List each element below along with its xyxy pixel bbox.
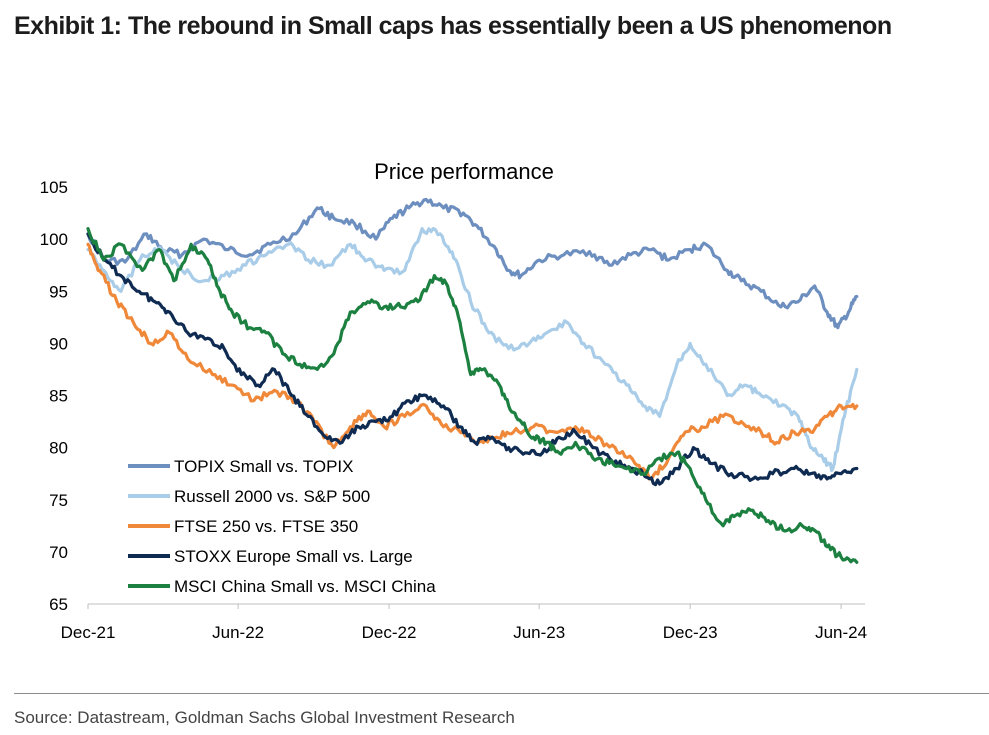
legend-label: MSCI China Small vs. MSCI China (174, 577, 436, 596)
y-tick-label: 70 (49, 543, 68, 562)
series-line (86, 227, 859, 564)
legend: TOPIX Small vs. TOPIX Russell 2000 vs. S&… (128, 457, 436, 596)
x-tick-label: Jun-23 (513, 623, 565, 642)
price-performance-chart: Price performance 65 70 75 80 85 90 95 100 105 D… (40, 159, 867, 642)
chart-title: Price performance (374, 159, 554, 184)
legend-label: TOPIX Small vs. TOPIX (174, 457, 354, 476)
y-tick-label: 65 (49, 595, 68, 614)
series-line (86, 226, 859, 473)
x-axis: Dec-21 Jun-22 Dec-22 Jun-23 Dec-23 Jun-24 (61, 603, 867, 642)
series-line (86, 232, 859, 487)
x-tick-label: Jun-24 (815, 623, 867, 642)
exhibit-title: Exhibit 1: The rebound in Small caps has… (14, 12, 892, 40)
y-tick-label: 90 (49, 334, 68, 353)
y-tick-label: 75 (49, 491, 68, 510)
plot-lines (86, 197, 859, 564)
y-tick-label: 85 (49, 387, 68, 406)
legend-label: Russell 2000 vs. S&P 500 (174, 487, 370, 506)
legend-label: STOXX Europe Small vs. Large (174, 547, 413, 566)
y-axis: 65 70 75 80 85 90 95 100 105 (40, 178, 68, 614)
x-tick-label: Dec-21 (61, 623, 116, 642)
source-note: Source: Datastream, Goldman Sachs Global… (14, 708, 515, 727)
legend-label: FTSE 250 vs. FTSE 350 (174, 517, 358, 536)
series-line (86, 197, 859, 330)
x-tick-label: Dec-23 (663, 623, 718, 642)
y-tick-label: 80 (49, 439, 68, 458)
y-tick-label: 105 (40, 178, 68, 197)
x-tick-label: Jun-22 (212, 623, 264, 642)
y-tick-label: 100 (40, 230, 68, 249)
y-tick-label: 95 (49, 282, 68, 301)
x-tick-label: Dec-22 (362, 623, 417, 642)
footer-divider (14, 693, 989, 694)
